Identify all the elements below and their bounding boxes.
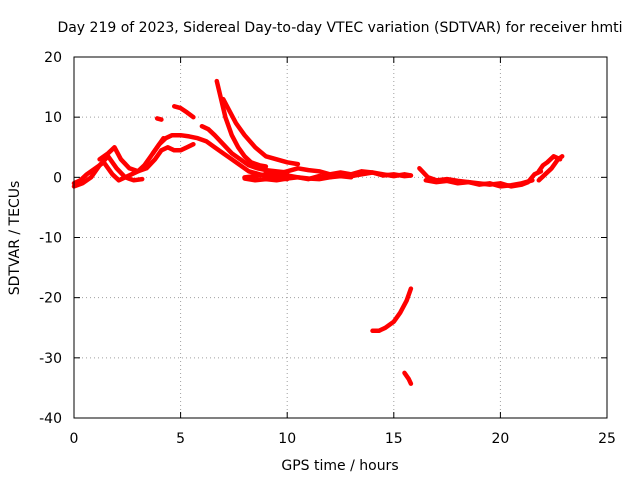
grid [74, 57, 607, 418]
plot-frame [73, 56, 608, 419]
x-tick-label: 5 [176, 431, 185, 447]
series-arc-7 [199, 123, 290, 175]
series-arc-17 [370, 286, 414, 334]
y-tick-label: 20 [44, 50, 62, 66]
series-arc-5 [171, 104, 196, 120]
series-arc-2 [71, 154, 145, 189]
series-arc-6 [150, 132, 290, 182]
series-arc-8 [214, 78, 269, 169]
series-arc-4 [154, 116, 164, 122]
x-tick-label: 10 [278, 431, 296, 447]
y-tick-label: -30 [39, 351, 62, 367]
y-tick-label: -40 [39, 411, 62, 427]
x-tick-label: 20 [491, 431, 509, 447]
y-tick-label: 10 [44, 110, 62, 126]
series-arc-16 [536, 154, 563, 174]
data-series [71, 78, 565, 386]
x-axis-label: GPS time / hours [281, 458, 398, 474]
chart-title: Day 219 of 2023, Sidereal Day-to-day VTE… [57, 20, 622, 36]
x-tick-label: 0 [70, 431, 79, 447]
series-arc-18 [402, 370, 414, 386]
y-tick-label: 0 [53, 170, 62, 186]
x-tick-label: 25 [598, 431, 616, 447]
series-arc-12 [242, 172, 354, 182]
y-tick-label: -10 [39, 231, 62, 247]
x-tick-label: 15 [385, 431, 403, 447]
series-arc-3 [97, 141, 196, 174]
series-arc-9 [220, 96, 301, 167]
y-tick-label: -20 [39, 291, 62, 307]
axis-ticks: 0 5 10 15 20 25 20 10 0 -10 -20 -30 -40 [39, 50, 616, 447]
series-arc-1 [71, 135, 166, 186]
series-arc-14 [423, 178, 535, 189]
y-axis-label: SDTVAR / TECUs [7, 181, 23, 296]
series-arc-11 [263, 166, 414, 179]
